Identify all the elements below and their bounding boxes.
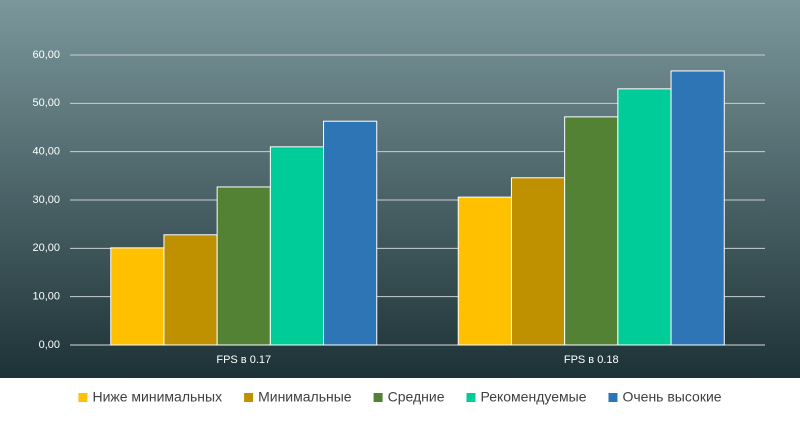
legend-label: Средние <box>388 389 445 405</box>
bar <box>323 120 378 346</box>
legend-swatch <box>244 393 254 402</box>
bar <box>110 247 165 346</box>
legend-swatch <box>608 393 618 402</box>
x-tick-label: FPS в 0.17 <box>216 354 271 366</box>
legend-swatch <box>78 393 88 402</box>
bar <box>163 234 218 346</box>
bar <box>216 186 271 346</box>
bar <box>617 88 672 346</box>
y-tick-label: 10,00 <box>32 291 60 303</box>
y-tick-label: 0,00 <box>39 339 60 351</box>
bar <box>510 177 566 346</box>
y-tick-label: 50,00 <box>32 97 60 109</box>
bar <box>269 146 325 346</box>
y-tick-label: 30,00 <box>32 194 60 206</box>
legend-swatch <box>373 393 383 402</box>
y-tick-label: 40,00 <box>32 146 60 158</box>
bar <box>457 196 512 346</box>
x-tick-label: FPS в 0.18 <box>564 354 619 366</box>
y-tick-label: 60,00 <box>32 49 60 61</box>
legend-label: Минимальные <box>258 389 352 405</box>
bar <box>670 70 725 346</box>
y-tick-label: 20,00 <box>32 242 60 254</box>
legend-label: Рекомендуемые <box>480 389 586 405</box>
legend-label: Ниже минимальных <box>92 389 222 405</box>
legend-label: Очень высокие <box>622 389 721 405</box>
legend-background <box>0 378 800 430</box>
bar <box>564 116 619 346</box>
legend-swatch <box>466 393 476 402</box>
